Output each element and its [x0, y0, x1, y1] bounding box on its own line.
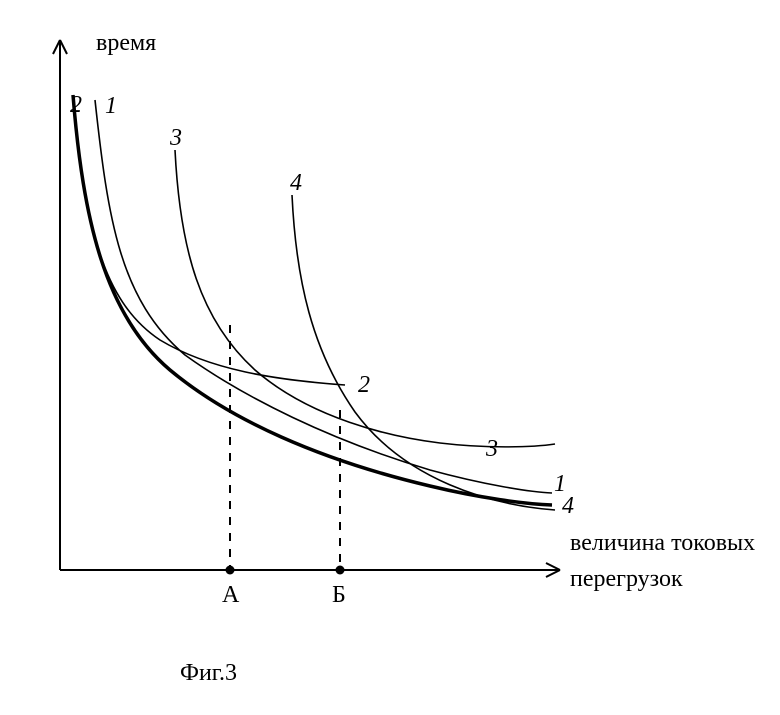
- curve-label-2-end: 2: [358, 372, 370, 398]
- curve-3: [175, 150, 555, 447]
- chart-svg: времявеличина токовыхперегрузокФиг.3АБ21…: [0, 0, 780, 715]
- curve-4: [292, 195, 555, 510]
- x-axis-title-1: величина токовых: [570, 530, 755, 556]
- y-axis-title: время: [96, 30, 156, 56]
- curve-main: [73, 95, 552, 505]
- curve-label-2-top: 2: [70, 92, 82, 118]
- marker-dot-B: [336, 566, 345, 575]
- curve-label-1-top: 1: [105, 93, 117, 119]
- marker-dot-A: [226, 566, 235, 575]
- figure-caption: Фиг.3: [180, 660, 237, 686]
- marker-label-B: Б: [332, 582, 346, 608]
- curve-label-3-end: 3: [485, 436, 498, 462]
- curve-2: [73, 95, 345, 385]
- curve-label-4-top: 4: [290, 170, 302, 196]
- curve-1: [95, 100, 552, 493]
- curve-label-3-top: 3: [169, 125, 182, 151]
- marker-label-A: А: [222, 582, 240, 608]
- x-axis-title-2: перегрузок: [570, 566, 683, 592]
- curve-label-4-end: 4: [562, 493, 574, 519]
